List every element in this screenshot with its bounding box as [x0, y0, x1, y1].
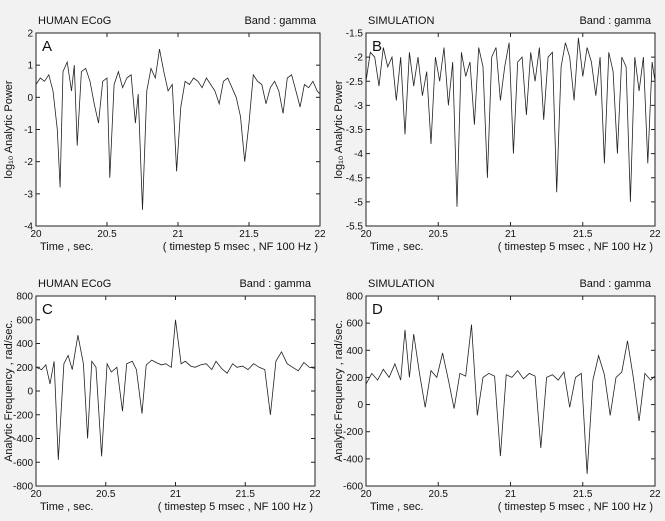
y-tick-label: -200: [343, 427, 363, 438]
y-tick-label: 0: [27, 93, 33, 104]
y-axis-label: log₁₀ Analytic Power: [333, 80, 345, 178]
series-line: [35, 49, 321, 210]
panel-title: SIMULATION: [368, 278, 434, 290]
band-label: Band : gamma: [579, 278, 651, 290]
x-tick-label: 20: [360, 489, 372, 500]
x-tick-label: 20: [30, 229, 42, 240]
y-tick-label: -3: [354, 101, 363, 112]
panel-letter: C: [42, 301, 53, 318]
panel-b: SIMULATION Band : gamma B 20 20.5 21 21.5 22 -5.…: [333, 15, 661, 253]
x-tick-label: 21: [172, 229, 184, 240]
y-tick-label: -4: [354, 149, 363, 160]
x-tick-label: 21.5: [239, 229, 259, 240]
y-tick-label: -4: [24, 222, 33, 233]
plot-frame: [365, 32, 656, 227]
x-tick-label: 21: [170, 489, 182, 500]
y-tick-label: -400: [13, 434, 33, 445]
y-tick-label: -800: [13, 482, 33, 493]
band-label: Band : gamma: [579, 15, 651, 27]
x-axis-label: Time , sec.: [370, 501, 423, 513]
plot-frame: [365, 295, 656, 487]
y-tick-label: -1.5: [346, 29, 364, 40]
series-line: [35, 319, 316, 460]
x-axis-label: Time , sec.: [40, 501, 93, 513]
y-tick-label: -3.5: [346, 125, 364, 136]
x-tick-label: 21.5: [573, 489, 593, 500]
timestep-note: ( timestep 5 msec , NF 100 Hz ): [158, 501, 313, 513]
plot-frame: [35, 295, 316, 487]
x-tick-label: 20: [360, 229, 372, 240]
y-tick-label: 800: [346, 292, 363, 303]
y-tick-label: -3: [24, 189, 33, 200]
y-tick-label: -1: [24, 125, 33, 136]
x-tick-label: 20.5: [96, 489, 116, 500]
series-line: [365, 37, 656, 207]
y-axis-label: Analytic Frequency , rad/sec.: [333, 320, 345, 462]
y-tick-label: -2.5: [346, 77, 364, 88]
y-tick-label: -200: [13, 410, 33, 421]
x-tick-label: 22: [649, 229, 661, 240]
panel-d: SIMULATION Band : gamma D 20 20.5 21 21.5 22 -60…: [333, 278, 661, 513]
y-tick-label: 800: [16, 292, 33, 303]
band-label: Band : gamma: [239, 278, 311, 290]
panel-letter: A: [42, 38, 52, 55]
x-tick-label: 22: [649, 489, 661, 500]
x-tick-label: 21.5: [236, 489, 256, 500]
x-axis-label: Time , sec.: [40, 241, 93, 253]
y-axis-label: log₁₀ Analytic Power: [3, 80, 15, 178]
y-tick-label: 200: [16, 363, 33, 374]
x-tick-label: 21: [505, 489, 517, 500]
panel-letter: B: [372, 38, 382, 55]
y-tick-label: 0: [27, 387, 33, 398]
y-tick-label: -600: [13, 458, 33, 469]
panel-c: HUMAN ECoG Band : gamma C 20 20.5 21 21.5 22 -80…: [3, 278, 321, 513]
y-tick-label: 0: [357, 400, 363, 411]
panel-title: HUMAN ECoG: [38, 278, 111, 290]
y-tick-label: 400: [346, 346, 363, 357]
series-line: [365, 324, 656, 474]
y-tick-label: 2: [27, 29, 33, 40]
panel-letter: D: [372, 301, 383, 318]
y-tick-label: 600: [346, 319, 363, 330]
panel-title: SIMULATION: [368, 15, 434, 27]
x-tick-label: 21.5: [573, 229, 593, 240]
y-tick-label: -600: [343, 482, 363, 493]
y-tick-label: 200: [346, 373, 363, 384]
timestep-note: ( timestep 5 msec , NF 100 Hz ): [498, 241, 653, 253]
x-tick-label: 20.5: [97, 229, 117, 240]
timestep-note: ( timestep 5 msec , NF 100 Hz ): [163, 241, 318, 253]
timestep-note: ( timestep 5 msec , NF 100 Hz ): [498, 501, 653, 513]
x-tick-label: 20: [30, 489, 42, 500]
x-axis-label: Time , sec.: [370, 241, 423, 253]
y-tick-label: -2: [24, 157, 33, 168]
x-tick-label: 22: [314, 229, 326, 240]
x-tick-label: 22: [309, 489, 321, 500]
x-tick-label: 20.5: [429, 229, 449, 240]
band-label: Band : gamma: [244, 15, 316, 27]
y-tick-label: -2: [354, 53, 363, 64]
y-tick-label: -5.5: [346, 222, 364, 233]
y-axis-label: Analytic Frequency , rad/sec.: [3, 320, 15, 462]
y-tick-label: 1: [27, 61, 33, 72]
y-tick-label: 400: [16, 339, 33, 350]
y-tick-label: -4.5: [346, 173, 364, 184]
y-tick-label: -400: [343, 454, 363, 465]
y-tick-label: -5: [354, 197, 363, 208]
x-tick-label: 20.5: [429, 489, 449, 500]
plot-frame: [35, 32, 321, 227]
panel-title: HUMAN ECoG: [38, 15, 111, 27]
y-tick-label: 600: [16, 315, 33, 326]
x-tick-label: 21: [505, 229, 517, 240]
